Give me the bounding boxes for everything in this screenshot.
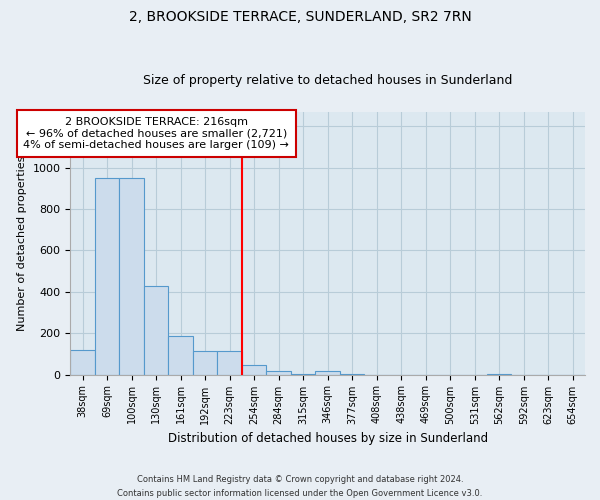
- Bar: [266, 371, 291, 374]
- Text: Contains HM Land Registry data © Crown copyright and database right 2024.
Contai: Contains HM Land Registry data © Crown c…: [118, 476, 482, 498]
- Bar: [169, 336, 193, 374]
- Y-axis label: Number of detached properties: Number of detached properties: [17, 156, 27, 331]
- Text: 2 BROOKSIDE TERRACE: 216sqm
← 96% of detached houses are smaller (2,721)
4% of s: 2 BROOKSIDE TERRACE: 216sqm ← 96% of det…: [23, 117, 289, 150]
- Bar: [217, 351, 242, 374]
- Title: Size of property relative to detached houses in Sunderland: Size of property relative to detached ho…: [143, 74, 512, 87]
- Bar: [70, 350, 95, 374]
- Bar: [242, 366, 266, 374]
- Bar: [95, 178, 119, 374]
- X-axis label: Distribution of detached houses by size in Sunderland: Distribution of detached houses by size …: [167, 432, 488, 445]
- Bar: [316, 371, 340, 374]
- Text: 2, BROOKSIDE TERRACE, SUNDERLAND, SR2 7RN: 2, BROOKSIDE TERRACE, SUNDERLAND, SR2 7R…: [128, 10, 472, 24]
- Bar: [193, 351, 217, 374]
- Bar: [119, 178, 144, 374]
- Bar: [144, 286, 169, 374]
